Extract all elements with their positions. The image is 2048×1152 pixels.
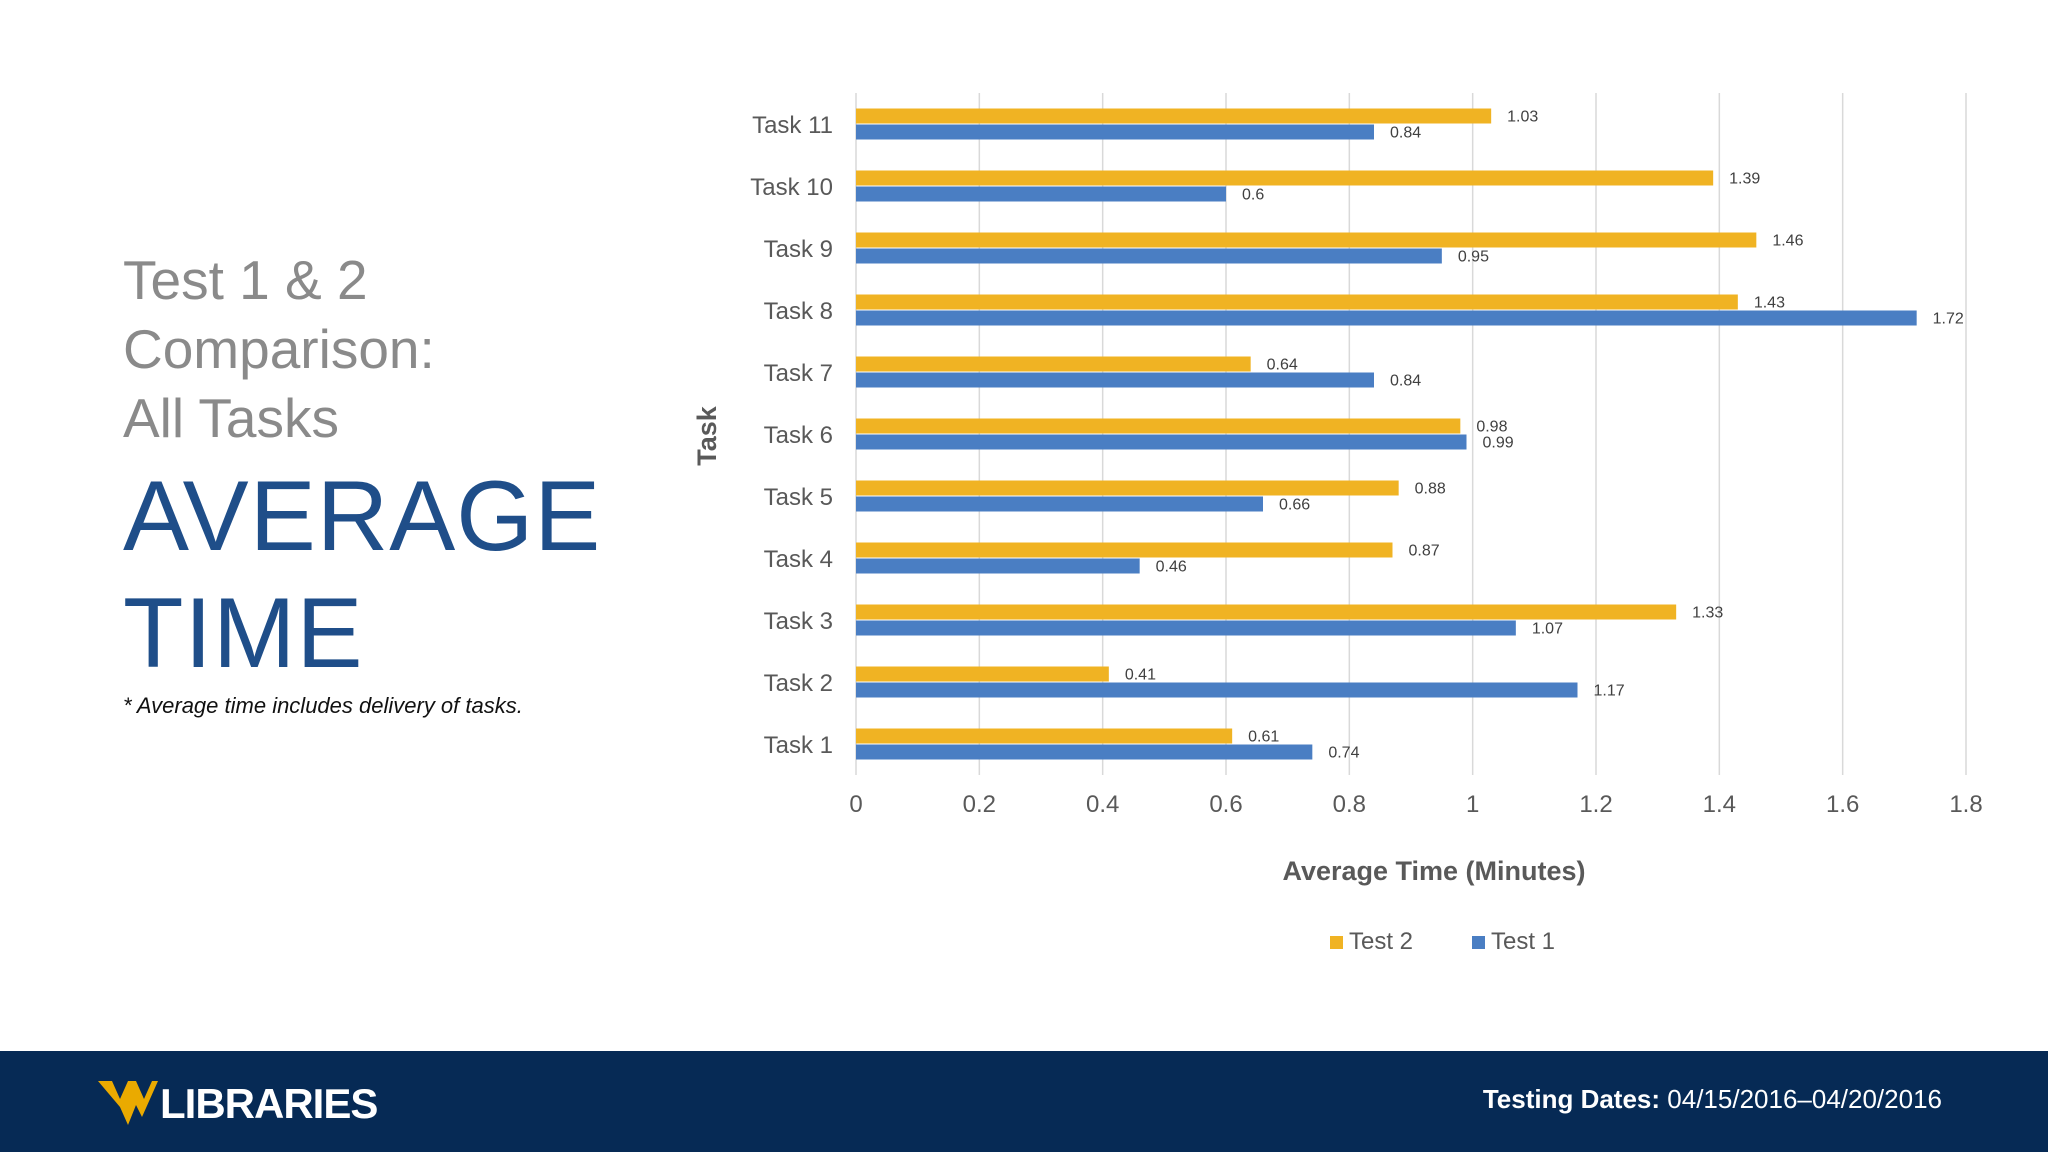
x-tick-label: 1.8 xyxy=(1949,791,1982,818)
x-tick-label: 1 xyxy=(1466,791,1479,818)
testing-dates-value: 04/15/2016–04/20/2016 xyxy=(1667,1084,1942,1114)
main-title: AVERAGE TIME xyxy=(123,457,683,691)
y-tick-label: Task 5 xyxy=(764,484,833,511)
legend-label: Test 1 xyxy=(1491,928,1555,955)
data-label: 0.95 xyxy=(1458,249,1489,266)
x-tick-label: 1.6 xyxy=(1826,791,1859,818)
title-line: TIME xyxy=(123,577,364,688)
bar-test-2 xyxy=(856,728,1233,744)
bar-test-2 xyxy=(856,170,1714,186)
bar-test-1 xyxy=(856,310,1917,326)
legend-label: Test 2 xyxy=(1349,928,1413,955)
testing-dates-label: Testing Dates: xyxy=(1482,1084,1661,1114)
slide-title-block: Test 1 & 2 Comparison: All Tasks AVERAGE… xyxy=(123,246,683,719)
bar-test-2 xyxy=(856,666,1109,682)
y-tick-label: Task 6 xyxy=(764,422,833,449)
bar-chart: 0 0.2 0.4 0.6 0.8 1 1.2 1.4 1.6 1.8 Task 11 1.03 0.8… xyxy=(692,93,1983,955)
bar-test-2 xyxy=(856,418,1461,434)
x-axis-title: Average Time (Minutes) xyxy=(1282,856,1585,886)
data-label: 0.99 xyxy=(1483,435,1514,452)
bar-test-2 xyxy=(856,108,1492,124)
y-tick-label: Task 2 xyxy=(764,670,833,697)
data-label: 0.66 xyxy=(1279,497,1310,514)
data-label: 0.84 xyxy=(1390,125,1421,142)
wv-logo-icon xyxy=(98,1081,158,1125)
bar-test-1 xyxy=(856,558,1140,574)
subtitle: Test 1 & 2 Comparison: All Tasks xyxy=(123,246,683,453)
bar-test-1 xyxy=(856,682,1578,698)
bar-test-1 xyxy=(856,744,1313,760)
bar-test-2 xyxy=(856,356,1251,372)
data-label: 1.07 xyxy=(1532,621,1563,638)
title-line: AVERAGE xyxy=(123,460,602,571)
subtitle-line: Comparison: xyxy=(123,318,435,380)
data-label: 1.03 xyxy=(1507,109,1538,126)
bar-test-1 xyxy=(856,248,1442,264)
bar-test-1 xyxy=(856,496,1263,512)
data-label: 1.39 xyxy=(1729,171,1760,188)
x-tick-label: 0 xyxy=(849,791,862,818)
x-tick-label: 1.2 xyxy=(1579,791,1612,818)
bar-test-2 xyxy=(856,604,1677,620)
bar-test-1 xyxy=(856,186,1226,202)
data-label: 0.41 xyxy=(1125,667,1156,684)
x-tick-label: 0.6 xyxy=(1209,791,1242,818)
y-tick-label: Task 11 xyxy=(752,112,833,139)
legend-swatch xyxy=(1330,936,1343,949)
y-tick-label: Task 1 xyxy=(764,732,833,759)
legend-swatch xyxy=(1472,936,1485,949)
data-label: 0.61 xyxy=(1248,729,1279,746)
y-tick-label: Task 7 xyxy=(764,360,833,387)
data-label: 1.46 xyxy=(1772,233,1803,250)
data-label: 0.6 xyxy=(1242,187,1264,204)
data-label: 1.33 xyxy=(1692,605,1723,622)
data-label: 0.98 xyxy=(1476,419,1507,436)
bar-test-1 xyxy=(856,372,1374,388)
footnote: * Average time includes delivery of task… xyxy=(123,693,523,718)
footer-bar: LIBRARIES Testing Dates: 04/15/2016–04/2… xyxy=(0,1051,2048,1152)
data-label: 0.46 xyxy=(1156,559,1187,576)
y-tick-label: Task 8 xyxy=(764,298,833,325)
y-tick-label: Task 10 xyxy=(750,174,833,201)
x-tick-label: 0.4 xyxy=(1086,791,1119,818)
bar-test-2 xyxy=(856,480,1399,496)
data-label: 0.74 xyxy=(1328,745,1359,762)
bar-test-1 xyxy=(856,620,1516,636)
bar-test-2 xyxy=(856,294,1738,310)
logo-text: LIBRARIES xyxy=(160,1080,378,1127)
x-tick-label: 0.2 xyxy=(963,791,996,818)
data-label: 0.64 xyxy=(1267,357,1298,374)
data-label: 1.43 xyxy=(1754,295,1785,312)
data-label: 0.87 xyxy=(1409,543,1440,560)
subtitle-line: Test 1 & 2 xyxy=(123,249,368,311)
bar-test-1 xyxy=(856,124,1374,140)
data-label: 0.84 xyxy=(1390,373,1421,390)
x-tick-label: 1.4 xyxy=(1703,791,1736,818)
y-tick-label: Task 9 xyxy=(764,236,833,263)
y-tick-label: Task 3 xyxy=(764,608,833,635)
data-label: 1.17 xyxy=(1594,683,1625,700)
bar-test-2 xyxy=(856,542,1393,558)
testing-dates: Testing Dates: 04/15/2016–04/20/2016 xyxy=(1483,1084,1942,1115)
y-tick-label: Task 4 xyxy=(764,546,833,573)
data-label: 0.88 xyxy=(1415,481,1446,498)
y-axis-title: Task xyxy=(692,405,722,466)
subtitle-line: All Tasks xyxy=(123,387,339,449)
bar-test-2 xyxy=(856,232,1757,248)
data-label: 1.72 xyxy=(1933,311,1964,328)
bar-test-1 xyxy=(856,434,1467,450)
x-tick-label: 0.8 xyxy=(1333,791,1366,818)
